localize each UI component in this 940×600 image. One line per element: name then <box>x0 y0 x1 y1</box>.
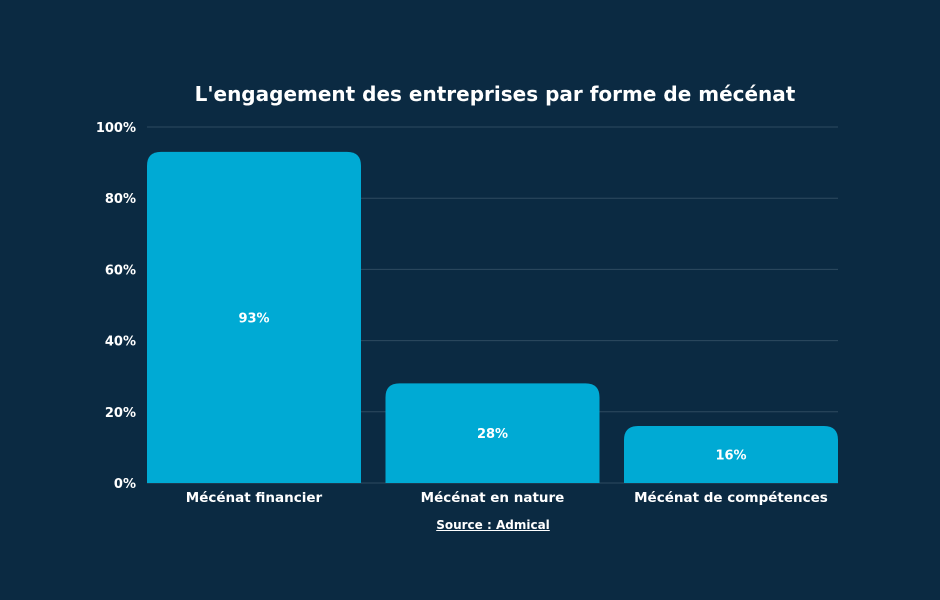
bar-value-label: 16% <box>715 449 746 464</box>
chart-title: L'engagement des entreprises par forme d… <box>194 82 796 106</box>
y-tick-label: 0% <box>114 477 136 492</box>
bar <box>147 151 361 484</box>
x-tick-label: Mécénat en nature <box>421 490 565 506</box>
y-tick-label: 80% <box>105 192 136 207</box>
bar-value-label: 93% <box>238 311 269 326</box>
y-tick-label: 100% <box>96 121 136 136</box>
bar-value-label: 28% <box>477 427 508 442</box>
x-tick-label: Mécénat financier <box>186 490 323 506</box>
y-tick-label: 20% <box>105 406 136 421</box>
source-link[interactable]: Source : Admical <box>436 518 550 532</box>
x-tick-label: Mécénat de compétences <box>634 490 828 506</box>
bar <box>385 383 600 483</box>
y-tick-label: 60% <box>105 263 136 278</box>
bar <box>624 426 838 483</box>
y-tick-label: 40% <box>105 335 136 350</box>
